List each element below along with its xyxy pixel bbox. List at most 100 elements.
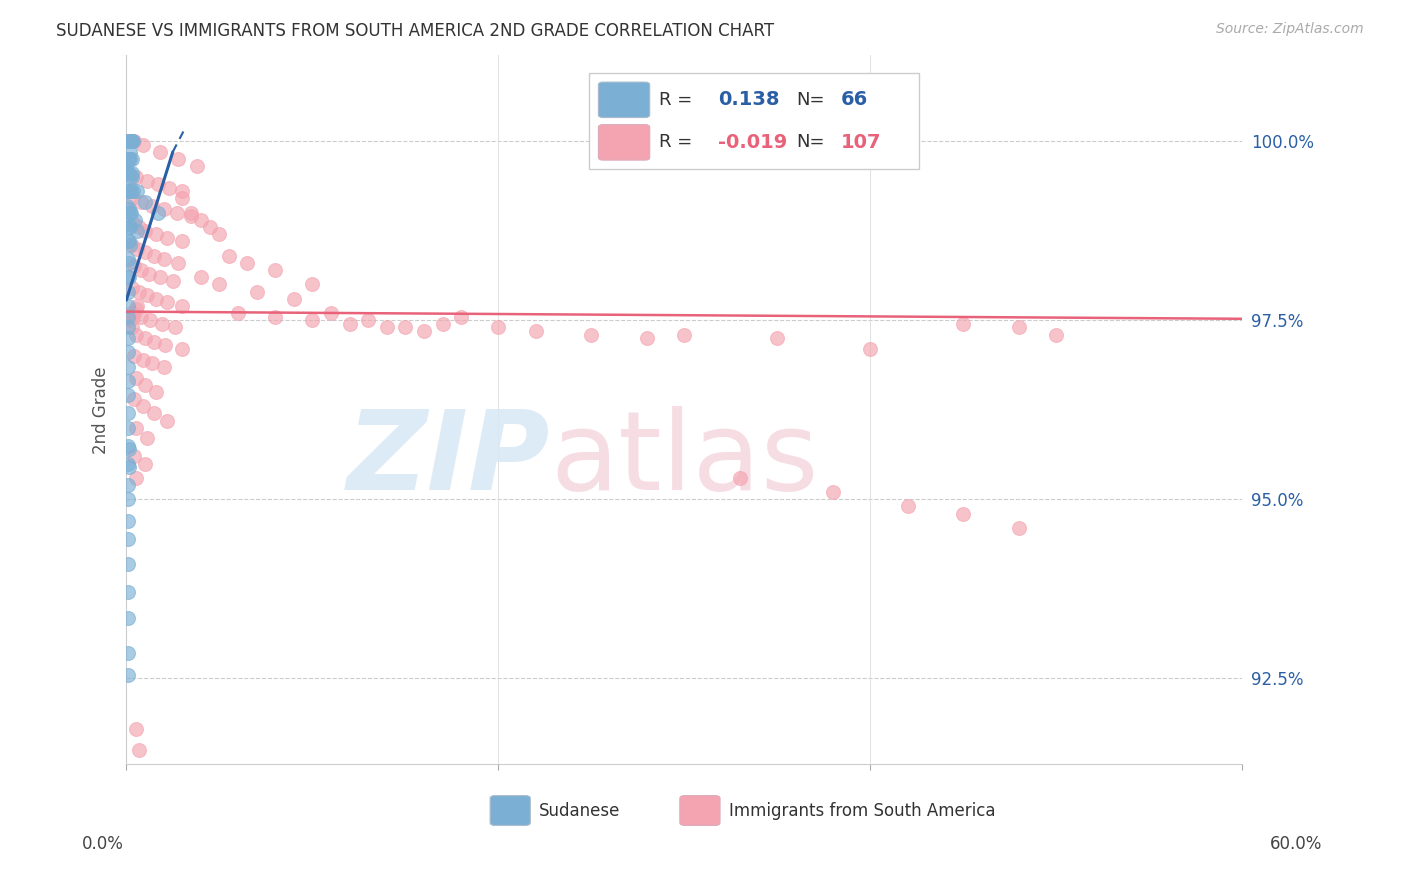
Point — [128, 285, 150, 299]
Point — [135, 432, 157, 446]
Point — [226, 306, 249, 320]
Text: 66: 66 — [841, 90, 868, 110]
Point — [132, 399, 155, 413]
Point — [122, 450, 145, 464]
Point — [180, 210, 202, 224]
Point — [117, 285, 139, 299]
Point — [120, 134, 142, 148]
Point — [450, 310, 472, 324]
Point — [117, 202, 139, 216]
Point — [152, 359, 174, 374]
Point — [245, 285, 267, 299]
Point — [155, 338, 177, 352]
Point — [117, 406, 139, 420]
Point — [218, 249, 240, 263]
Point — [117, 299, 139, 313]
Text: N=: N= — [796, 134, 824, 152]
Point — [118, 460, 141, 475]
Point — [150, 317, 173, 331]
Text: atlas: atlas — [550, 406, 818, 513]
Point — [122, 134, 145, 148]
Point — [122, 392, 145, 406]
Point — [636, 331, 658, 345]
Point — [145, 292, 167, 306]
Point — [486, 320, 509, 334]
Point — [375, 320, 398, 334]
Point — [118, 166, 141, 180]
Point — [117, 252, 139, 267]
Point — [134, 457, 156, 471]
Point — [121, 238, 143, 252]
Point — [581, 327, 603, 342]
Point — [118, 184, 141, 198]
Point — [172, 191, 194, 205]
Point — [129, 194, 152, 209]
Point — [190, 270, 212, 285]
Point — [117, 217, 139, 231]
Text: Source: ZipAtlas.com: Source: ZipAtlas.com — [1216, 22, 1364, 37]
Point — [120, 306, 142, 320]
Point — [141, 356, 163, 370]
Point — [121, 184, 143, 198]
Point — [118, 442, 141, 457]
Point — [139, 313, 162, 327]
Point — [190, 213, 212, 227]
Point — [117, 557, 139, 571]
Point — [118, 206, 141, 220]
Point — [127, 242, 149, 256]
Point — [125, 184, 148, 198]
Point — [952, 507, 974, 521]
Point — [156, 413, 179, 427]
Point — [124, 370, 146, 384]
Point — [124, 213, 146, 227]
Point — [117, 646, 139, 660]
Point — [180, 206, 202, 220]
Text: Immigrants from South America: Immigrants from South America — [728, 802, 995, 820]
Point — [118, 152, 141, 166]
Point — [117, 198, 139, 212]
Point — [149, 270, 172, 285]
Text: R =: R = — [658, 134, 692, 152]
Point — [117, 320, 139, 334]
Point — [117, 610, 139, 624]
Point — [166, 206, 188, 220]
Text: R =: R = — [658, 91, 692, 109]
Point — [172, 342, 194, 356]
Point — [117, 532, 139, 546]
Point — [117, 457, 139, 471]
Point — [162, 274, 184, 288]
Point — [208, 227, 231, 242]
Point — [766, 331, 789, 345]
Point — [121, 310, 143, 324]
Point — [118, 145, 141, 159]
Point — [432, 317, 454, 331]
Text: 0.138: 0.138 — [718, 90, 779, 110]
Point — [117, 152, 139, 166]
Point — [118, 235, 141, 249]
Point — [117, 374, 139, 388]
Point — [264, 310, 287, 324]
Point — [146, 206, 169, 220]
Point — [129, 263, 152, 277]
Point — [117, 388, 139, 402]
Point — [134, 194, 156, 209]
Point — [117, 184, 139, 198]
Point — [156, 295, 179, 310]
Point — [121, 152, 143, 166]
Point — [120, 184, 142, 198]
Point — [172, 184, 194, 198]
Point — [357, 313, 380, 327]
Point — [301, 277, 323, 292]
Point — [117, 134, 139, 148]
Point — [117, 235, 139, 249]
Point — [143, 334, 166, 349]
Point — [128, 743, 150, 757]
FancyBboxPatch shape — [681, 796, 720, 825]
Point — [118, 220, 141, 235]
Point — [118, 270, 141, 285]
Point — [134, 331, 156, 345]
Point — [118, 152, 141, 166]
Point — [121, 191, 143, 205]
FancyBboxPatch shape — [491, 796, 530, 825]
Point — [125, 224, 148, 238]
